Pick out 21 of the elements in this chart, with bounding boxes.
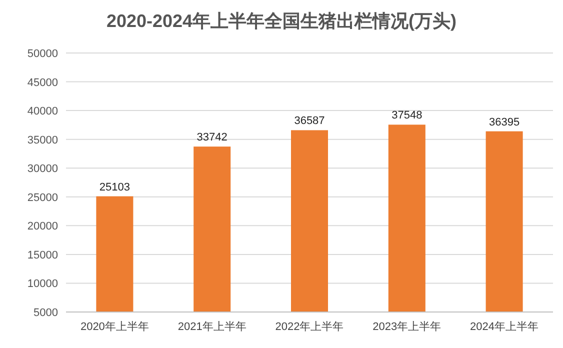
x-tick-label: 2020年上半年 xyxy=(80,320,149,333)
y-tick-label: 25000 xyxy=(27,192,58,204)
y-tick-label: 40000 xyxy=(27,106,58,118)
y-tick-label: 5000 xyxy=(34,307,58,319)
data-label: 37548 xyxy=(392,110,422,122)
x-tick-label: 2023年上半年 xyxy=(372,320,442,333)
y-tick-label: 10000 xyxy=(27,278,58,290)
y-tick-label: 30000 xyxy=(27,163,58,176)
data-label: 33742 xyxy=(196,132,228,144)
data-label: 36587 xyxy=(294,115,325,128)
y-tick-label: 35000 xyxy=(27,134,58,146)
y-tick-label: 20000 xyxy=(27,220,58,233)
y-tick-label: 50000 xyxy=(27,48,58,60)
chart-title: 2020-2024年上半年全国生猪出栏情况(万头) xyxy=(106,11,457,31)
data-label: 25103 xyxy=(99,181,130,194)
x-tick-label: 2021年上半年 xyxy=(178,320,246,333)
data-label: 36395 xyxy=(489,116,520,128)
y-tick-label: 15000 xyxy=(27,249,58,262)
x-tick-label: 2024年上半年 xyxy=(470,320,539,333)
y-tick-label: 45000 xyxy=(27,76,58,89)
x-tick-label: 2022年上半年 xyxy=(275,320,344,333)
